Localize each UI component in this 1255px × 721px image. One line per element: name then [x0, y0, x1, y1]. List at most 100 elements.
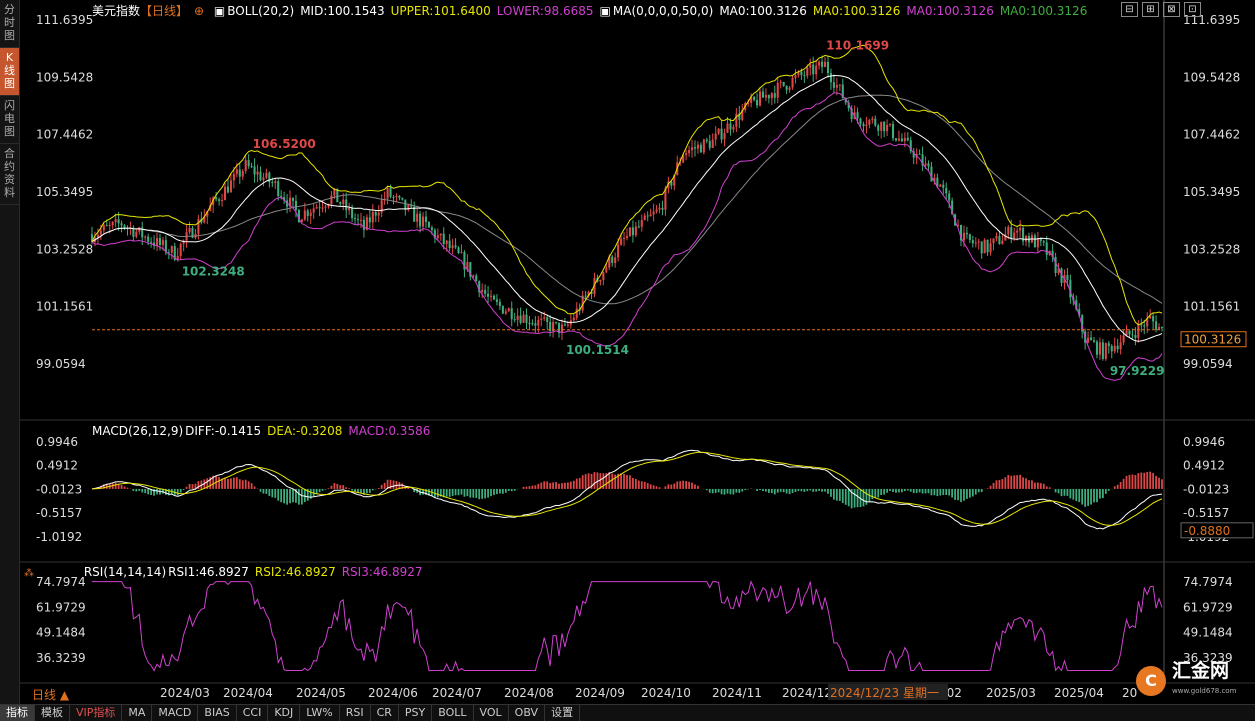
candle-body	[179, 243, 182, 256]
candle-body	[673, 174, 676, 186]
indicator-tab-指标[interactable]: 指标	[0, 705, 35, 721]
candle-body	[135, 231, 138, 237]
tool-icon-1[interactable]: ⊞	[1142, 2, 1159, 17]
indicator-tab-模板[interactable]: 模板	[35, 705, 70, 721]
candle-body	[835, 84, 838, 88]
indicator-tab-cci[interactable]: CCI	[237, 705, 269, 721]
candle-body	[685, 153, 688, 156]
candle-body	[96, 234, 99, 238]
candle-body	[806, 67, 809, 76]
candle-body	[170, 246, 173, 253]
candle-body	[584, 295, 587, 297]
candle-body	[306, 210, 309, 216]
sidebar-tab-2[interactable]: 闪电图	[0, 96, 19, 144]
rsi-y-tick-left: 61.9729	[36, 600, 86, 614]
candle-body	[1143, 325, 1146, 327]
indicator-tab-boll[interactable]: BOLL	[432, 705, 474, 721]
candle-body	[1016, 230, 1019, 233]
indicator-tab-ma[interactable]: MA	[122, 705, 153, 721]
candle-body	[1013, 232, 1016, 239]
indicator-tab-bias[interactable]: BIAS	[198, 705, 237, 721]
candle-body	[729, 123, 732, 130]
ma-settings-icon[interactable]: ▣	[599, 4, 611, 18]
candle-body	[330, 195, 333, 205]
candle-body	[161, 240, 164, 245]
indicator-tab-设置[interactable]: 设置	[545, 705, 581, 721]
candle-body	[552, 322, 555, 332]
candle-body	[614, 257, 617, 264]
candle-body	[392, 196, 395, 198]
rsi-3: RSI3:46.8927	[341, 565, 423, 579]
rsi-settings-icon[interactable]: ⁂	[24, 568, 34, 579]
indicator-tab-rsi[interactable]: RSI	[340, 705, 371, 721]
candle-body	[1090, 337, 1093, 341]
sidebar-tab-0[interactable]: 分时图	[0, 0, 19, 48]
candle-body	[738, 113, 741, 120]
candle-body	[221, 200, 224, 202]
candle-body	[300, 219, 303, 223]
boll-name: BOLL(20,2)	[227, 4, 295, 18]
candle-body	[741, 109, 744, 120]
sidebar-tab-3[interactable]: 合约资料	[0, 144, 19, 205]
candle-body	[726, 123, 729, 133]
candle-body	[965, 232, 968, 235]
period-switch[interactable]: 日线 ▲	[32, 688, 70, 702]
boll-settings-icon[interactable]: ▣	[213, 4, 226, 18]
candle-body	[374, 211, 377, 216]
indicator-tab-cr[interactable]: CR	[371, 705, 399, 721]
candle-body	[407, 204, 410, 210]
candle-body	[1007, 227, 1010, 235]
last-price-box	[1180, 331, 1247, 348]
candle-body	[223, 186, 227, 201]
candle-body	[912, 151, 915, 158]
candle-body	[862, 123, 865, 127]
indicator-tab-vol[interactable]: VOL	[474, 705, 509, 721]
tool-icon-0[interactable]: ⊟	[1121, 2, 1138, 17]
candle-body	[191, 228, 194, 238]
indicator-tab-kdj[interactable]: KDJ	[268, 705, 301, 721]
candle-body	[566, 324, 569, 326]
candle-body	[549, 321, 552, 332]
period-label[interactable]: 【日线】	[140, 4, 189, 18]
candle-body	[1033, 235, 1036, 248]
candle-body	[111, 222, 114, 226]
indicator-tab-macd[interactable]: MACD	[152, 705, 199, 721]
candle-body	[756, 100, 759, 106]
add-icon[interactable]: ⊕	[194, 4, 205, 18]
candle-body	[557, 322, 561, 334]
candle-body	[404, 199, 407, 210]
indicator-tab-obv[interactable]: OBV	[509, 705, 546, 721]
ma-name: MA(0,0,0,0,50,0)	[612, 4, 714, 18]
tool-icon-2[interactable]: ⊠	[1163, 2, 1180, 17]
candle-body	[652, 211, 655, 215]
x-axis-label: 2024/04	[223, 686, 273, 700]
x-axis-label: 2024/07	[432, 686, 482, 700]
indicator-tab-psy[interactable]: PSY	[399, 705, 433, 721]
candle-body	[1140, 324, 1143, 326]
candle-body	[903, 137, 906, 142]
candle-body	[1092, 340, 1096, 342]
candle-body	[478, 281, 481, 293]
candle-body	[1101, 342, 1104, 359]
candle-body	[563, 324, 566, 326]
macd-y-tick-left: 0.4912	[36, 459, 78, 473]
indicator-tab-lw%[interactable]: LW%	[300, 705, 340, 721]
rsi-y-tick-right: 49.1484	[1183, 626, 1233, 640]
candle-body	[667, 181, 670, 189]
candle-body	[723, 132, 726, 140]
candle-body	[176, 255, 179, 260]
candle-body	[147, 236, 150, 242]
candle-body	[253, 166, 256, 175]
candle-body	[422, 216, 425, 227]
macd-header: MACD(26,12,9) DIFF:-0.1415 DEA:-0.3208 MACD…	[92, 424, 436, 438]
candle-body	[587, 291, 590, 297]
candle-body	[312, 208, 315, 213]
tool-icon-3[interactable]: ⊡	[1184, 2, 1201, 17]
candle-body	[779, 81, 782, 83]
candle-body	[794, 75, 797, 78]
indicator-tab-vip指标[interactable]: VIP指标	[70, 705, 123, 721]
candle-body	[1113, 345, 1116, 352]
candle-body	[968, 234, 971, 241]
